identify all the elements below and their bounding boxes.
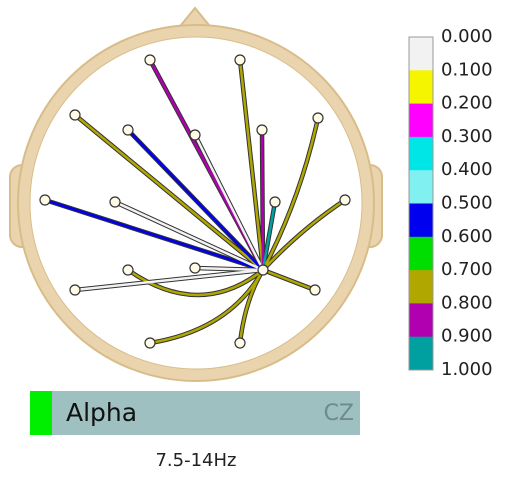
- colorbar-segment: [409, 204, 433, 238]
- band-indicator: [30, 391, 52, 435]
- colorbar-label: 0.000: [441, 26, 493, 47]
- frequency-range: 7.5-14Hz: [155, 450, 236, 471]
- colorbar-label: 0.900: [441, 326, 493, 347]
- colorbar-label: 0.200: [441, 93, 493, 114]
- colorbar-label: 0.700: [441, 259, 493, 280]
- colorbar-label: 0.800: [441, 292, 493, 313]
- colorbar-label: 0.600: [441, 226, 493, 247]
- band-name: Alpha: [66, 398, 137, 427]
- colorbar-label: 1.000: [441, 359, 493, 380]
- page: 0.000 0.100 0.200 0.300 0.400 0.500 0.600 0.700…: [0, 0, 507, 474]
- colorbar-segment: [409, 70, 433, 104]
- colorbar-segment: [409, 37, 433, 71]
- colorbar-segment: [409, 270, 433, 304]
- colorbar-segment: [409, 137, 433, 171]
- colorbar-segment: [409, 170, 433, 204]
- colorbar-segment: [409, 337, 433, 371]
- colorbar-label: 0.400: [441, 159, 493, 180]
- head: [10, 8, 382, 381]
- colorbar-segment: [409, 237, 433, 271]
- channel-name: CZ: [324, 401, 354, 426]
- colorbar: 0.000 0.100 0.200 0.300 0.400 0.500 0.600 0.700…: [409, 26, 493, 380]
- colorbar-segment: [409, 303, 433, 337]
- colorbar-label: 0.500: [441, 193, 493, 214]
- colorbar-segment: [409, 104, 433, 138]
- colorbar-label: 0.300: [441, 126, 493, 147]
- colorbar-label: 0.100: [441, 59, 493, 80]
